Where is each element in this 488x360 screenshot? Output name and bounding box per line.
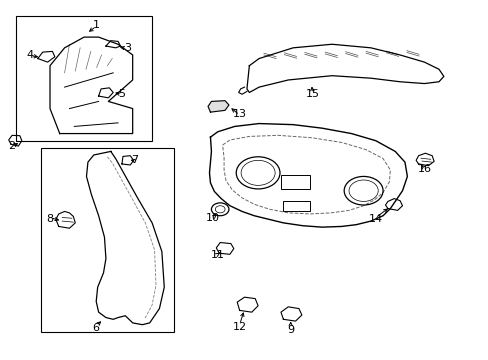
Text: 9: 9 (286, 325, 294, 335)
Text: 12: 12 (232, 322, 246, 332)
Text: 11: 11 (210, 250, 224, 260)
Text: 6: 6 (93, 323, 100, 333)
Text: 5: 5 (118, 89, 125, 99)
Text: 13: 13 (232, 109, 246, 119)
Text: 2: 2 (8, 141, 16, 151)
Text: 15: 15 (305, 89, 319, 99)
Text: 3: 3 (124, 43, 131, 53)
Text: 14: 14 (368, 214, 382, 224)
Text: 16: 16 (417, 164, 430, 174)
Bar (283, 201, 309, 211)
Bar (41, 148, 174, 332)
Text: 1: 1 (93, 19, 100, 30)
Bar (16, 16, 152, 141)
Text: 4: 4 (26, 50, 33, 60)
Text: 10: 10 (205, 212, 220, 222)
Bar (281, 175, 309, 189)
Polygon shape (207, 101, 228, 112)
Text: 8: 8 (46, 214, 54, 224)
Text: 7: 7 (131, 156, 139, 165)
